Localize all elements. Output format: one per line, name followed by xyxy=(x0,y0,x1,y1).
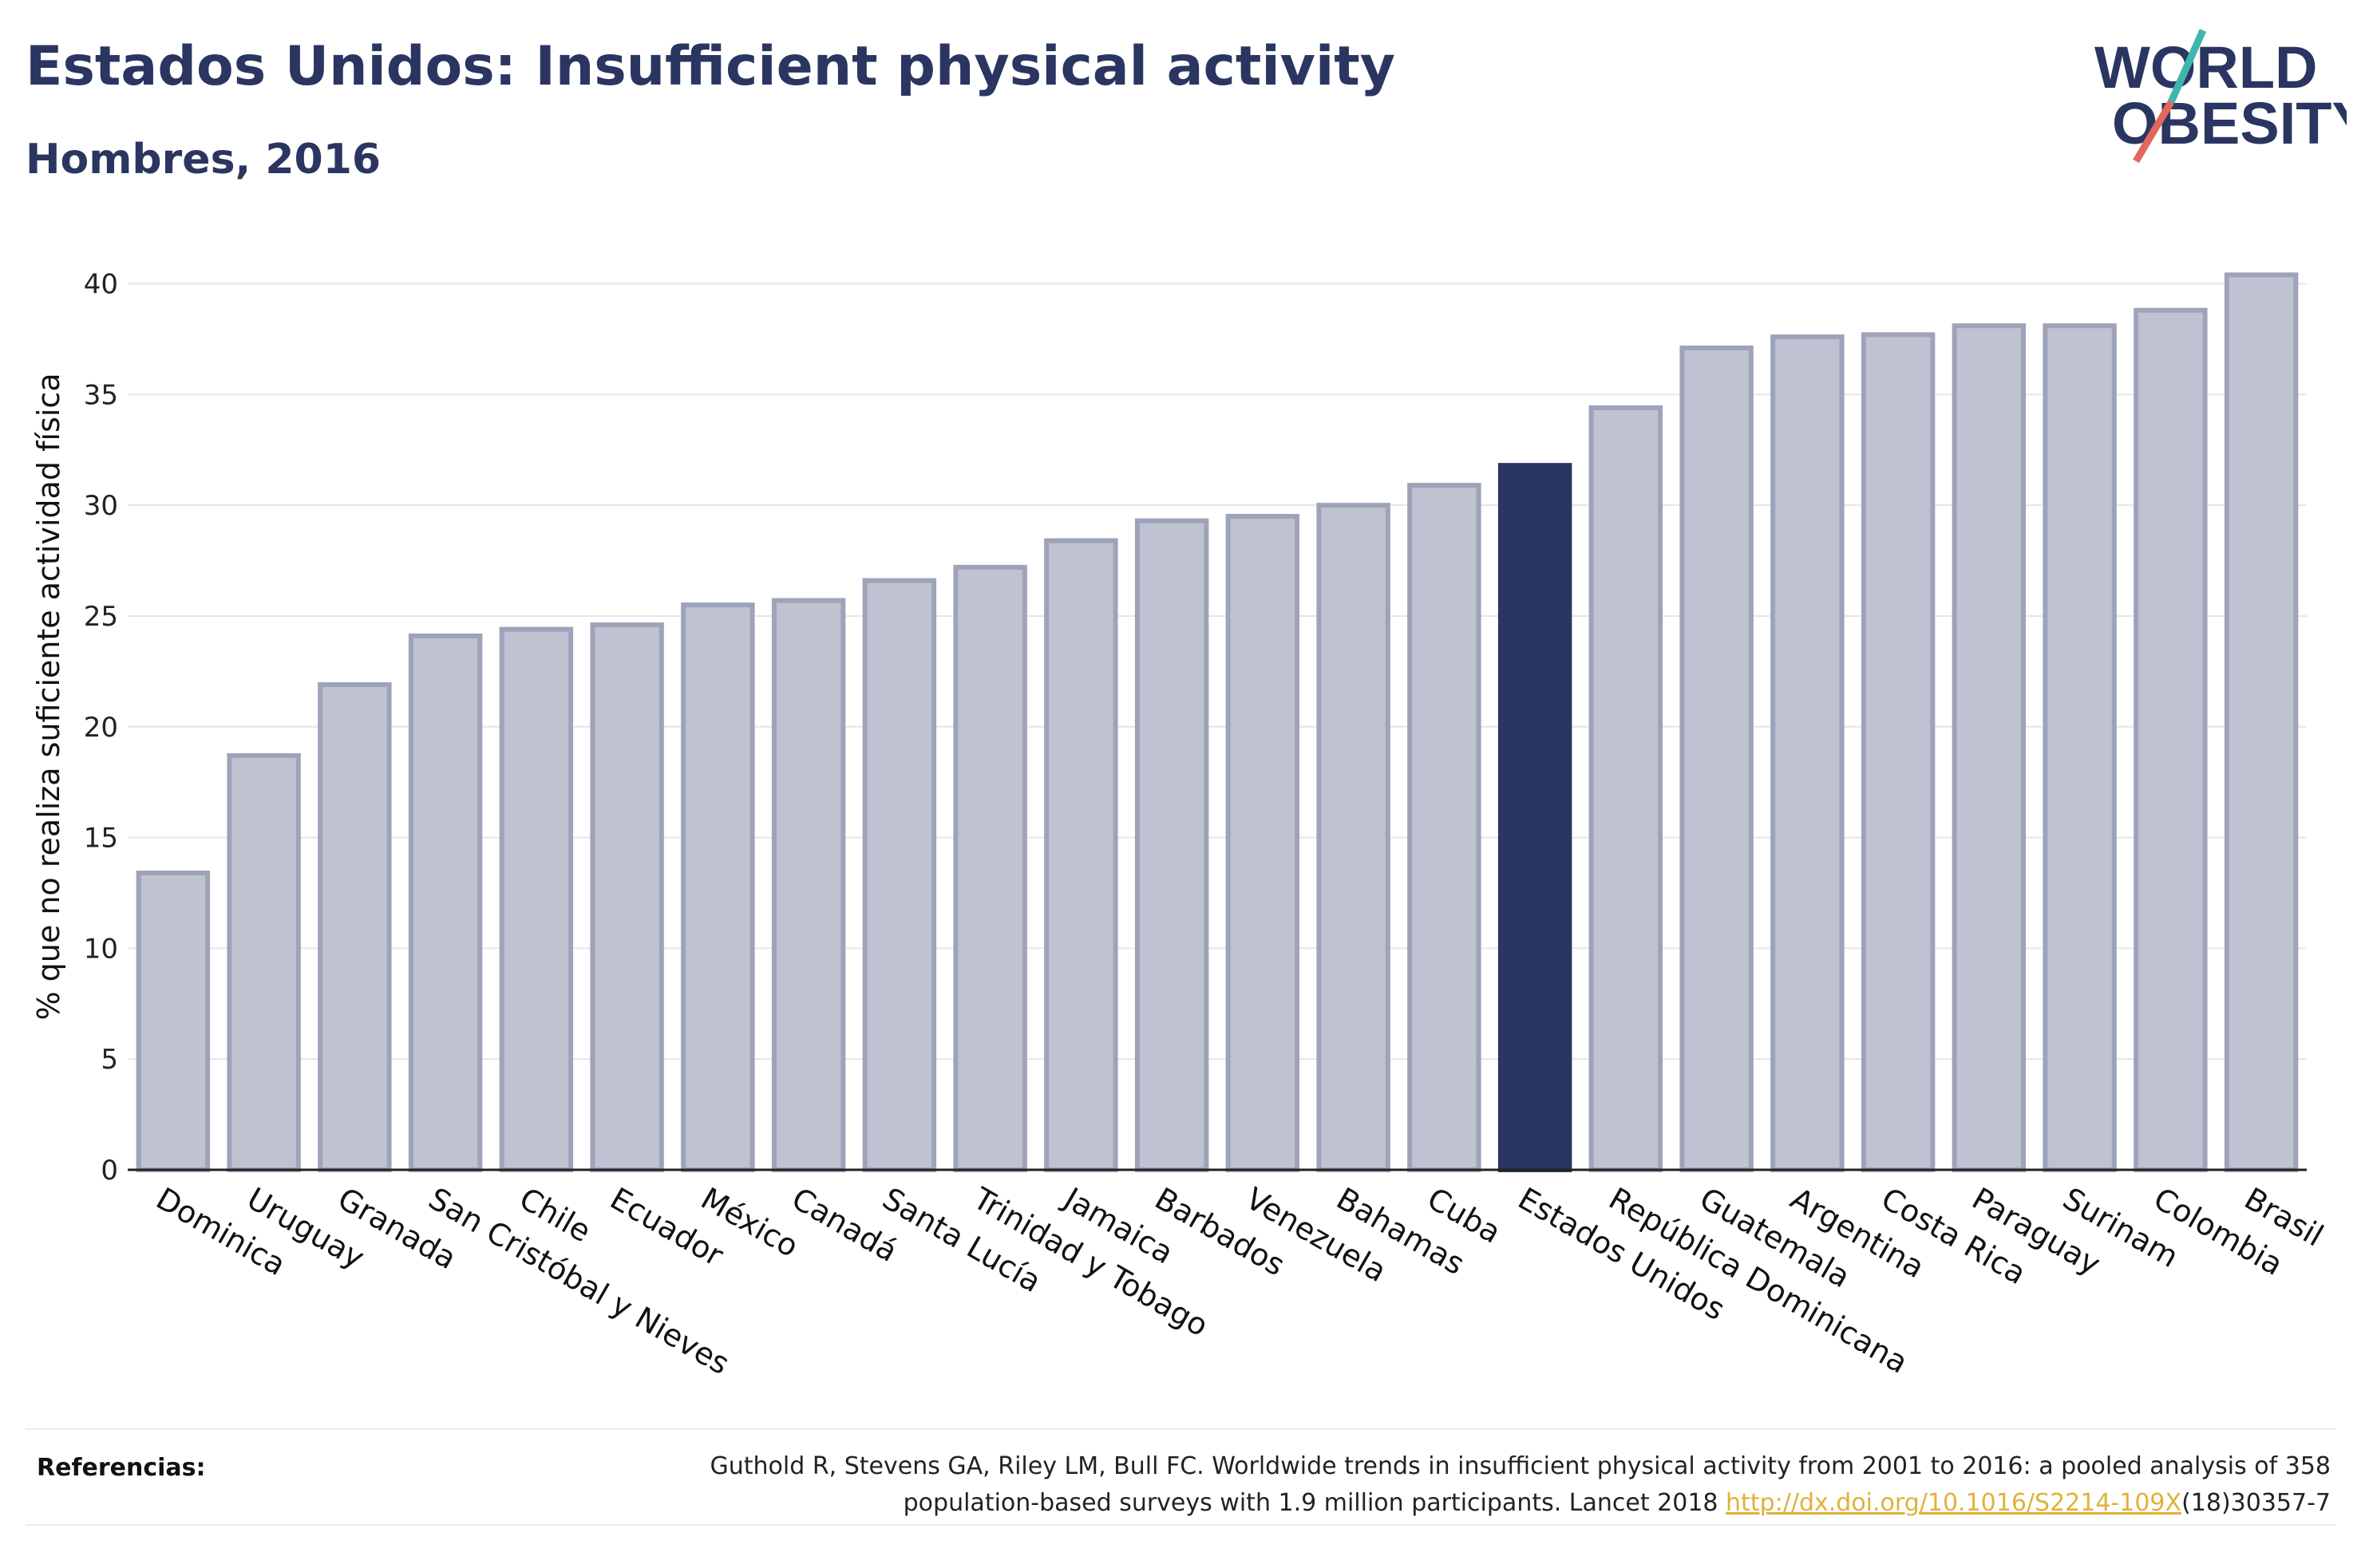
bar xyxy=(1588,405,1663,1172)
reference-line-2: population-based surveys with 1.9 millio… xyxy=(495,1485,2331,1522)
reference-line-2-start: population-based surveys with 1.9 millio… xyxy=(903,1489,1726,1517)
y-tick-label: 25 xyxy=(84,601,118,633)
reference-line-1: Guthold R, Stevens GA, Riley LM, Bull FC… xyxy=(710,1452,2331,1480)
bar xyxy=(1225,514,1300,1172)
bar xyxy=(318,682,392,1172)
y-tick-label: 40 xyxy=(84,269,118,301)
y-tick-label: 0 xyxy=(101,1155,118,1187)
bar xyxy=(1407,483,1481,1172)
y-axis-label: % que no realiza suficiente actividad fí… xyxy=(31,373,66,1021)
chart-subtitle: Hombres, 2016 xyxy=(26,136,382,184)
logo-slash-teal xyxy=(2167,29,2207,104)
bar xyxy=(1134,518,1209,1172)
chart-title: Estados Unidos: Insufficient physical ac… xyxy=(26,35,1396,98)
y-tick-label: 15 xyxy=(84,823,118,855)
bar xyxy=(1770,334,1845,1173)
logo-line-2: OBESITY xyxy=(2112,90,2347,156)
logo-line-1: WORLD xyxy=(2094,34,2318,101)
bar xyxy=(2134,307,2208,1172)
reference-text: Guthold R, Stevens GA, Riley LM, Bull FC… xyxy=(495,1448,2331,1522)
footer-divider-bottom xyxy=(26,1524,2335,1526)
bar xyxy=(2043,323,2117,1172)
logo-slash-coral xyxy=(2133,100,2174,164)
bar xyxy=(1679,346,1754,1172)
reference-line-2-end: (18)30357-7 xyxy=(2181,1489,2331,1517)
bar xyxy=(408,633,483,1172)
bar xyxy=(953,564,1027,1172)
bar xyxy=(227,752,301,1172)
bar xyxy=(1044,538,1118,1172)
bar xyxy=(771,598,846,1172)
bar xyxy=(862,578,937,1172)
bar xyxy=(499,626,574,1172)
footer-divider-top xyxy=(26,1428,2335,1430)
y-tick-label: 5 xyxy=(101,1044,118,1076)
bar xyxy=(590,622,664,1172)
bar xyxy=(1497,463,1572,1172)
bar xyxy=(1952,323,2027,1172)
bar xyxy=(2224,272,2299,1172)
y-tick-label: 30 xyxy=(84,490,118,522)
references-label: Referencias: xyxy=(37,1454,206,1482)
reference-doi-link[interactable]: http://dx.doi.org/10.1016/S2214-109X xyxy=(1726,1489,2182,1517)
world-obesity-logo: WORLD OBESITY xyxy=(2094,29,2347,164)
bar xyxy=(681,602,755,1172)
bar xyxy=(1861,332,1936,1172)
y-tick-label: 20 xyxy=(84,712,118,744)
bar xyxy=(1316,503,1390,1172)
y-tick-label: 10 xyxy=(84,933,118,965)
bar-chart: 0 5 10 15 20 25 30 35 40 % que no realiza suficie… xyxy=(31,269,2329,1382)
bar xyxy=(136,870,211,1172)
y-tick-label: 35 xyxy=(84,379,118,411)
